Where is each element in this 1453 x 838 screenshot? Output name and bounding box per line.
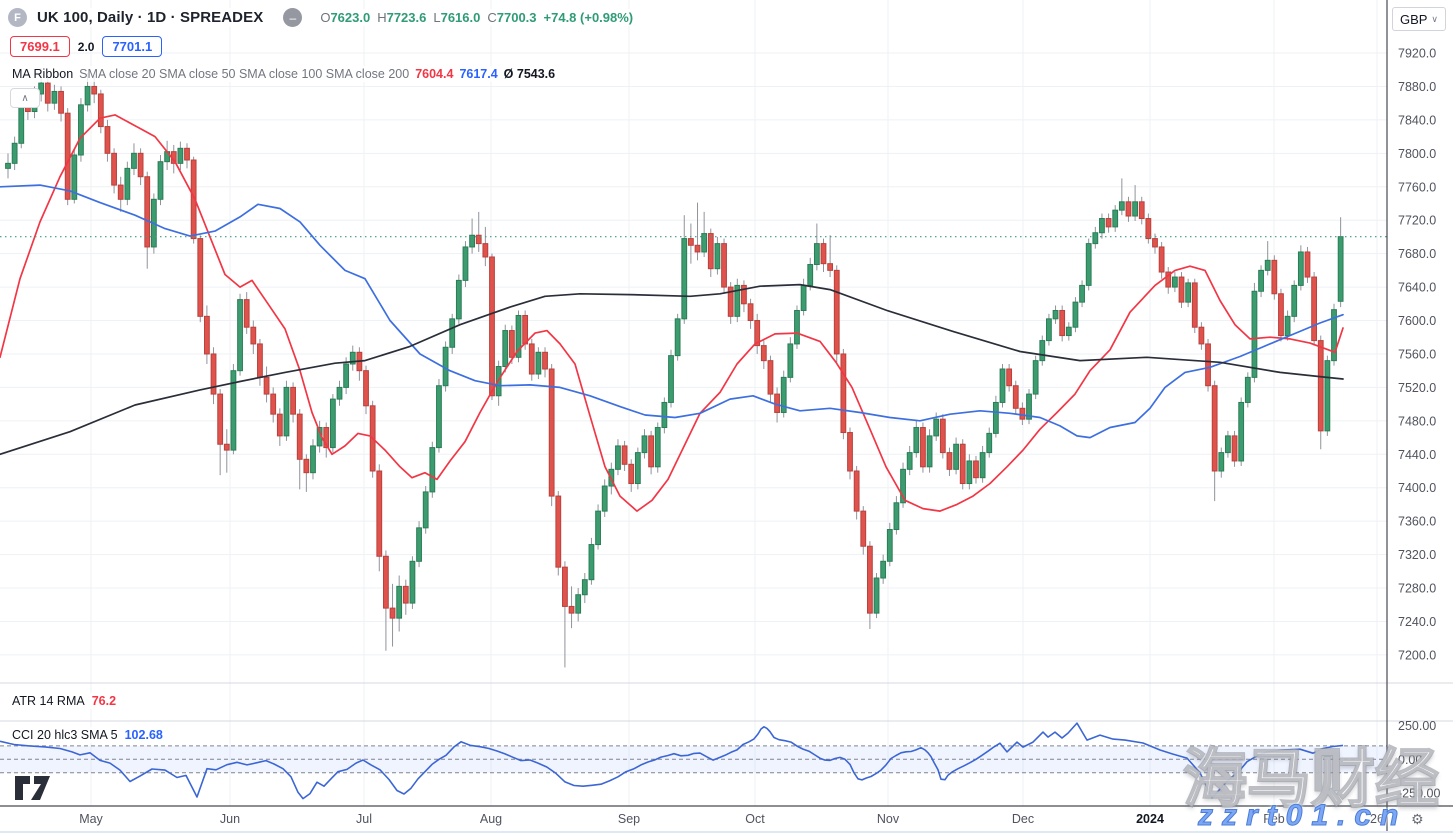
low-value: 7616.0 [440,10,481,25]
gear-icon[interactable]: ⚙ [1411,811,1424,827]
svg-text:May: May [79,812,103,826]
svg-text:Dec: Dec [1012,812,1034,826]
ma-value-fast: 7604.4 [415,67,454,81]
chevron-down-icon: ∨ [1431,13,1438,24]
high-label: H [377,10,387,25]
svg-text:Jun: Jun [220,812,240,826]
svg-text:250.00: 250.00 [1398,719,1436,733]
symbol-logo-icon[interactable]: F [8,8,27,27]
svg-text:0.00: 0.00 [1398,753,1422,767]
svg-text:7280.0: 7280.0 [1398,582,1436,596]
more-icon[interactable]: – [283,8,303,27]
ma-ribbon-legend: MA Ribbon SMA close 20 SMA close 50 SMA … [8,66,560,82]
svg-text:Feb: Feb [1263,812,1285,826]
symbol-title[interactable]: UK 100, Daily · 1D · SPREADEX [33,8,268,27]
svg-text:Sep: Sep [618,812,640,826]
svg-text:7480.0: 7480.0 [1398,414,1436,428]
cci-label: CCI 20 hlc3 SMA 5 [12,728,118,742]
ohlc-readout: O7623.0 H7723.6 L7616.0 C7700.3 +74.8 (+… [316,9,638,26]
low-label: L [433,10,441,25]
ma-value-avg: Ø 7543.6 [503,67,556,81]
buy-button[interactable]: 7701.1 [102,36,163,57]
svg-text:Oct: Oct [745,812,765,826]
svg-text:Jul: Jul [356,812,372,826]
svg-text:2024: 2024 [1136,812,1164,826]
svg-text:7680.0: 7680.0 [1398,247,1436,261]
time-axis[interactable]: May Jun Jul Aug Sep Oct Nov Dec 2024 Feb 26 [79,812,1384,826]
svg-text:7200.0: 7200.0 [1398,648,1436,662]
symbol-header: F UK 100, Daily · 1D · SPREADEX – O7623.… [8,8,638,27]
svg-text:7360.0: 7360.0 [1398,515,1436,529]
svg-text:-250.00: -250.00 [1398,786,1440,800]
svg-text:7440.0: 7440.0 [1398,448,1436,462]
change-value: +74.8 (+0.98%) [543,10,634,25]
svg-text:7920.0: 7920.0 [1398,47,1436,61]
cci-legend[interactable]: CCI 20 hlc3 SMA 5 102.68 [8,727,167,743]
atr-value: 76.2 [91,694,117,708]
atr-label: ATR 14 RMA [12,694,85,708]
open-value: 7623.0 [330,10,371,25]
pane-collapse-button[interactable]: ∧ [10,88,40,108]
svg-text:7880.0: 7880.0 [1398,80,1436,94]
svg-text:Nov: Nov [877,812,900,826]
chevron-up-icon: ∧ [21,92,29,104]
spread-value: 2.0 [77,39,95,54]
svg-text:7640.0: 7640.0 [1398,281,1436,295]
svg-text:7520.0: 7520.0 [1398,381,1436,395]
ma-ribbon-title[interactable]: MA Ribbon [12,67,74,81]
svg-text:7400.0: 7400.0 [1398,481,1436,495]
gridlines [0,0,1387,806]
svg-text:Aug: Aug [480,812,502,826]
cci-line [0,722,1344,800]
close-label: C [487,10,497,25]
cci-value: 102.68 [124,728,163,742]
open-label: O [320,10,331,25]
svg-text:7720.0: 7720.0 [1398,214,1436,228]
cci-pane [0,745,1387,774]
currency-label: GBP [1400,11,1428,27]
svg-text:7600.0: 7600.0 [1398,314,1436,328]
close-value: 7700.3 [496,10,537,25]
tradingview-logo-icon[interactable] [13,772,53,809]
high-value: 7723.6 [386,10,427,25]
ma-ribbon-params: SMA close 20 SMA close 50 SMA close 100 … [79,67,410,81]
svg-text:7320.0: 7320.0 [1398,548,1436,562]
atr-legend[interactable]: ATR 14 RMA 76.2 [8,693,121,709]
ma-lines-layer [0,114,1344,512]
svg-text:7240.0: 7240.0 [1398,615,1436,629]
svg-text:7560.0: 7560.0 [1398,347,1436,361]
svg-text:7800.0: 7800.0 [1398,147,1436,161]
currency-selector[interactable]: GBP ∨ [1392,7,1446,31]
svg-text:7840.0: 7840.0 [1398,113,1436,127]
svg-text:26: 26 [1370,812,1384,826]
ma-value-mid: 7617.4 [459,67,498,81]
svg-text:7760.0: 7760.0 [1398,180,1436,194]
candles-layer [5,68,1344,668]
quote-row: 7699.1 2.0 7701.1 [10,36,163,57]
sell-button[interactable]: 7699.1 [10,36,70,57]
price-axis[interactable]: 7920.0 7880.0 7840.0 7800.0 7760.0 7720.0 7680… [1398,47,1440,801]
